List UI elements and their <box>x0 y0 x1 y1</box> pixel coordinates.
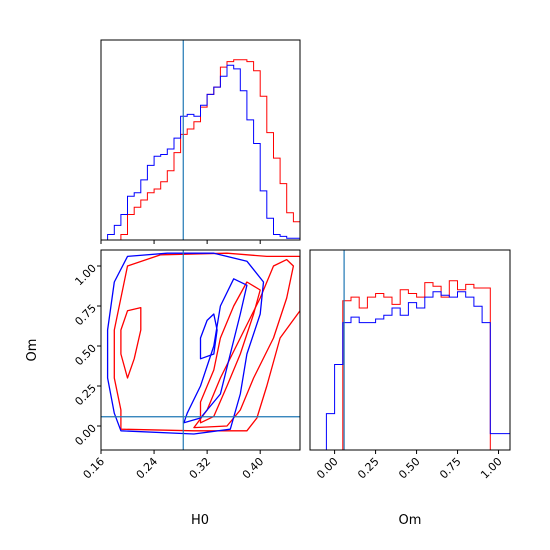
om-xtick-label-5: 1.00 <box>478 455 505 482</box>
joint-xtick-label-3: 0.32 <box>187 455 214 482</box>
om-hist-series-2 <box>310 291 510 450</box>
h0-om-joint-panel: 0.16 0.24 0.32 0.40 0.00 0.25 0.50 0.75 1.00 H0 Om <box>25 249 301 528</box>
om-marginal-panel: 0.00 0.25 0.50 0.75 1.00 Om <box>309 249 511 528</box>
joint-ytick-label-3: 0.50 <box>72 342 99 369</box>
h0-marginal-panel <box>100 39 301 244</box>
joint-ytick-label-1: 0.00 <box>72 422 99 449</box>
joint-y-axis-label: Om <box>25 339 40 362</box>
joint-contour-s1-1 <box>113 252 300 432</box>
h0-hist-frame <box>100 39 301 241</box>
h0-hist-plot-area <box>101 40 300 240</box>
om-x-axis-label: Om <box>399 513 422 528</box>
joint-ytick-label-4: 0.75 <box>72 302 99 329</box>
om-xtick-label-3: 0.50 <box>396 455 423 482</box>
joint-frame <box>100 249 301 451</box>
joint-ytick-label-2: 0.25 <box>72 382 99 409</box>
joint-x-axis-label: H0 <box>191 513 209 528</box>
om-hist-frame <box>309 249 511 451</box>
joint-contour-s2-1 <box>106 252 265 435</box>
om-xtick-label-1: 0.00 <box>314 455 341 482</box>
joint-xtick-label-1: 0.16 <box>81 455 108 482</box>
om-xtick-label-2: 0.25 <box>355 455 382 482</box>
h0-hist-series-1 <box>101 59 300 240</box>
joint-contour-s1-4 <box>120 306 142 379</box>
joint-xtick-label-4: 0.40 <box>240 455 267 482</box>
joint-contour-s2-3 <box>199 313 218 360</box>
joint-contour-s1-3 <box>199 281 261 424</box>
joint-plot-area <box>101 250 300 450</box>
om-hist-plot-area <box>310 250 510 450</box>
om-hist-series-1 <box>310 280 510 450</box>
joint-xtick-label-2: 0.24 <box>134 455 161 482</box>
joint-contour-s1-2 <box>193 258 295 429</box>
joint-ytick-label-5: 1.00 <box>72 262 99 289</box>
om-xtick-label-4: 0.75 <box>437 455 464 482</box>
h0-hist-series-2 <box>101 64 300 240</box>
joint-contour-s2-2 <box>183 278 248 424</box>
